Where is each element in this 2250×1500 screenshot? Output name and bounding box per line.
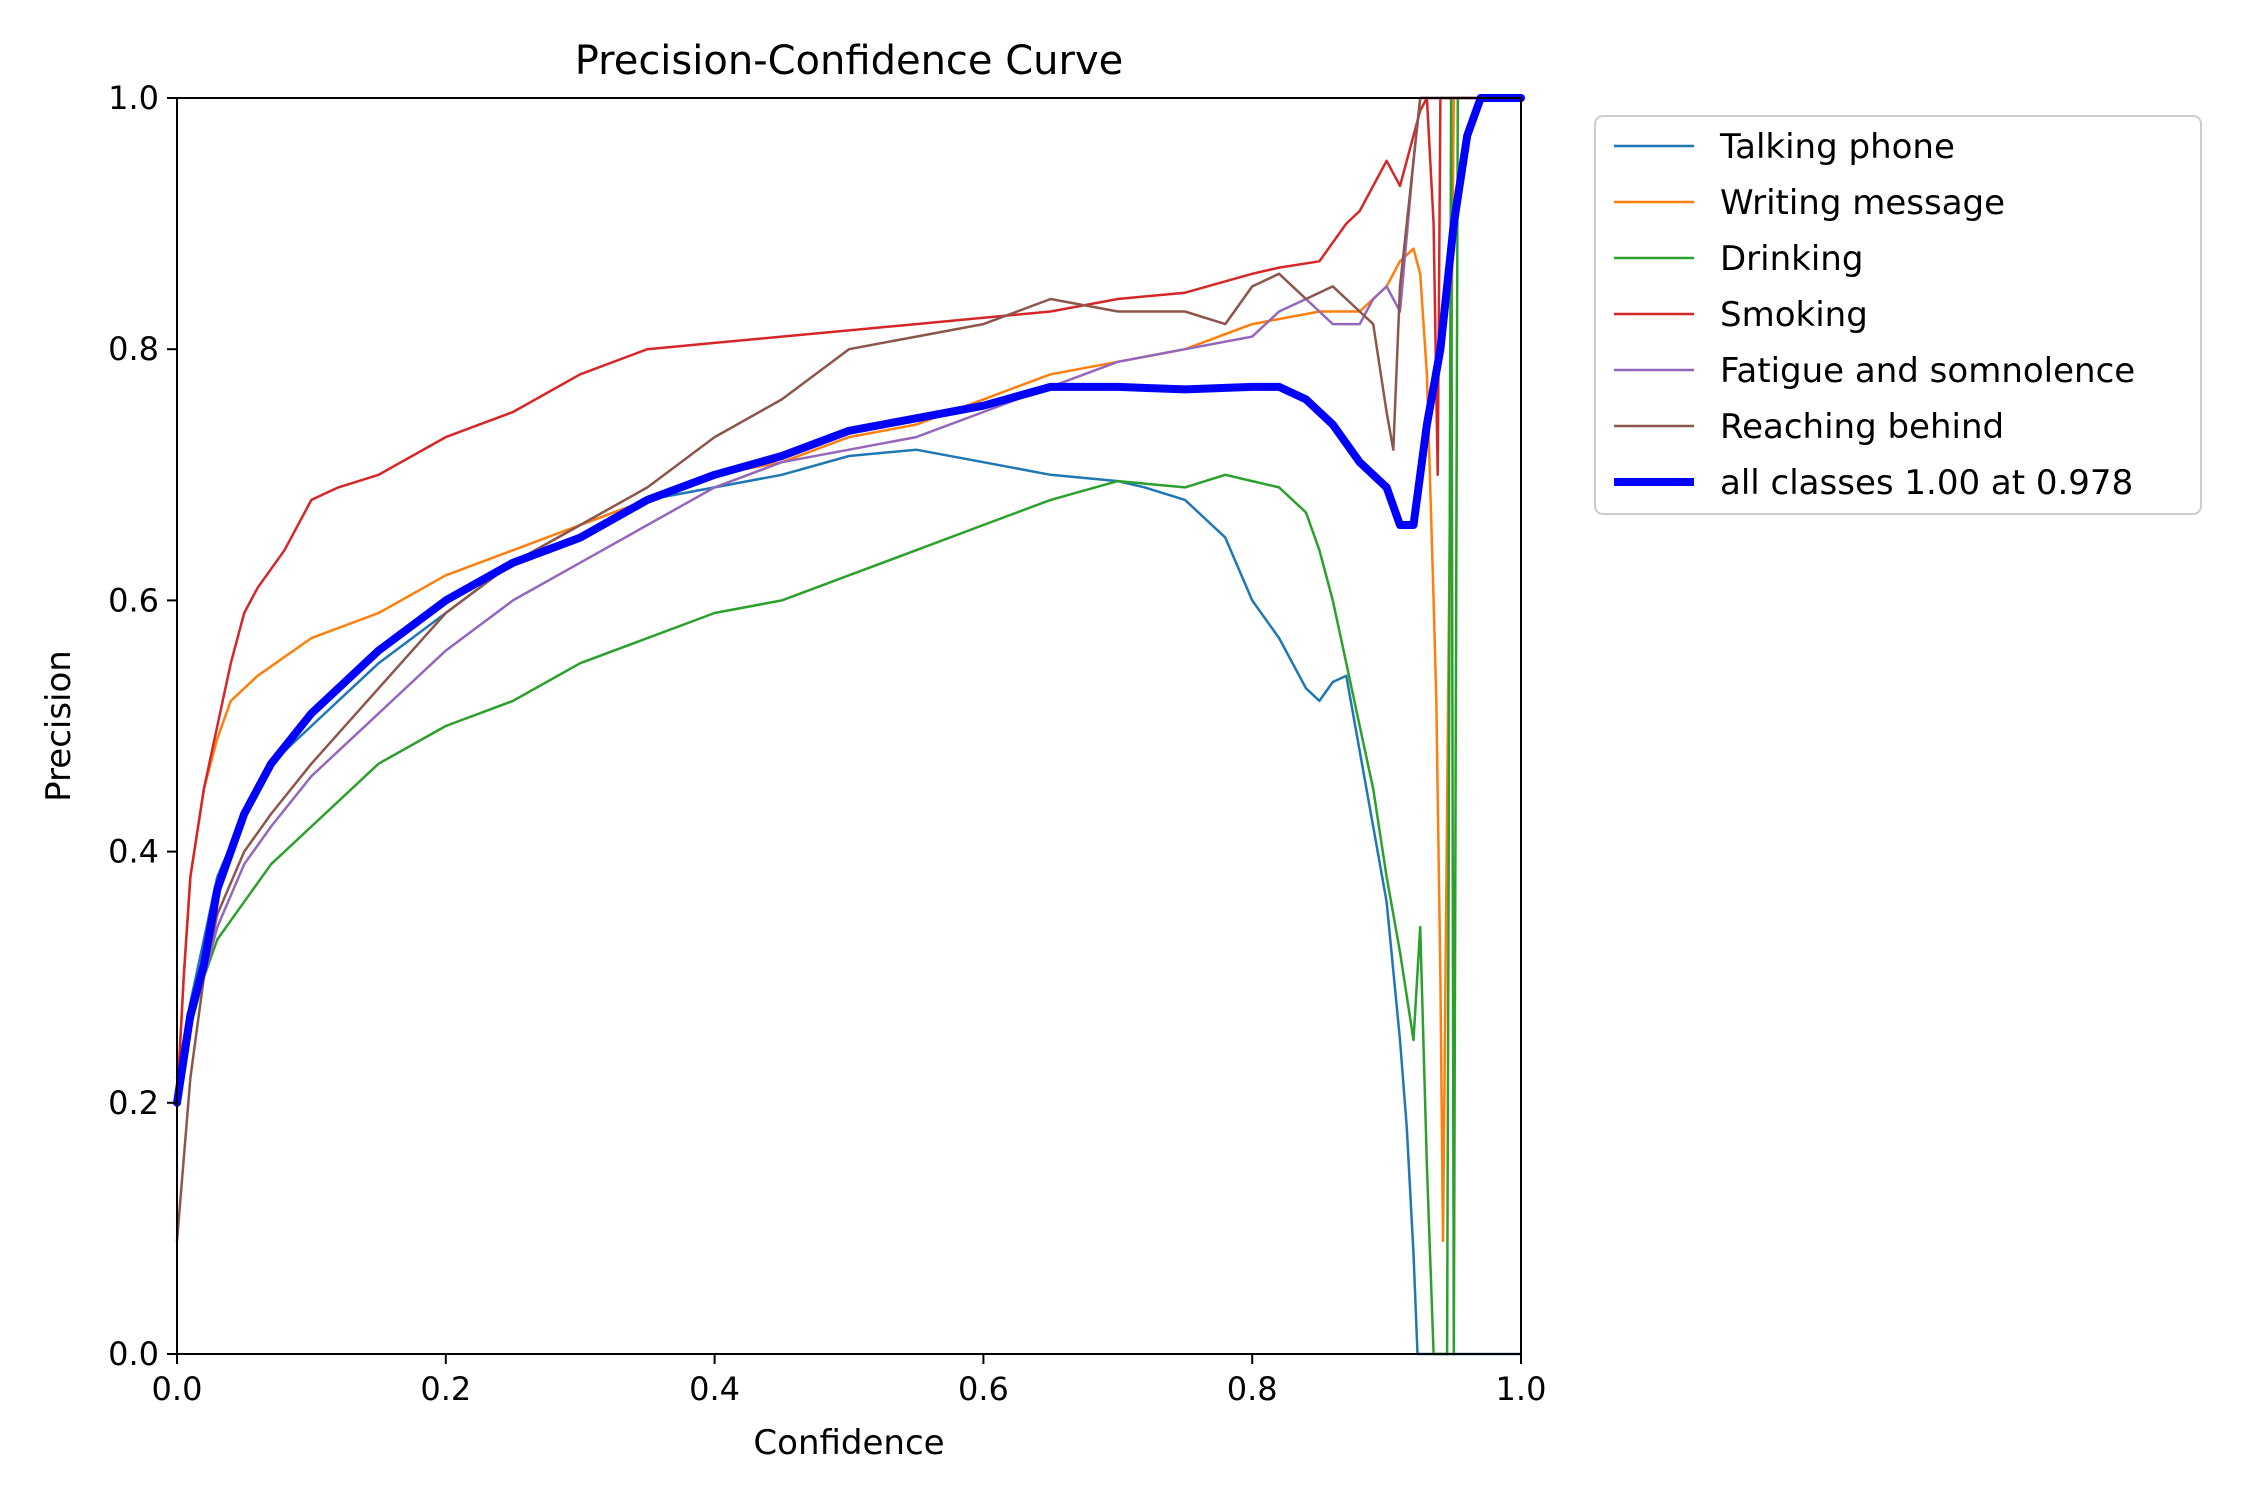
legend-label: all classes 1.00 at 0.978: [1720, 463, 2133, 503]
x-tick-label: 0.8: [1227, 1370, 1278, 1408]
legend-label: Fatigue and somnolence: [1720, 351, 2135, 391]
series-line-4: [175, 96, 1523, 1105]
y-tick-label: 1.0: [108, 79, 159, 117]
x-tick-label: 0.6: [958, 1370, 1009, 1408]
x-axis: 0.0 0.2 0.4 0.6 0.8 1.0: [152, 1354, 1547, 1408]
x-axis-label: Confidence: [753, 1423, 944, 1463]
y-tick-label: 0.4: [108, 833, 159, 871]
legend-label: Smoking: [1720, 295, 1868, 335]
x-tick-label: 0.4: [689, 1370, 740, 1408]
legend-label: Writing message: [1720, 183, 2005, 223]
series-line-7: [173, 94, 1525, 1107]
series-line-6: [175, 96, 1523, 1243]
series-line-2: [175, 96, 1523, 1243]
y-tick-label: 0.0: [108, 1335, 159, 1373]
legend-label: Drinking: [1720, 239, 1863, 279]
y-axis-label: Precision: [39, 650, 79, 802]
series-line-5: [175, 96, 1523, 1105]
series-line-3: [175, 96, 1523, 1356]
plot-lines: [173, 94, 1525, 1356]
y-axis: 0.0 0.2 0.4 0.6 0.8 1.0: [108, 79, 177, 1373]
series-line-1: [175, 448, 1523, 1356]
x-tick-label: 0.0: [152, 1370, 203, 1408]
legend: Talking phone Writing message Drinking Smok…: [1594, 115, 2202, 515]
x-tick-label: 0.2: [420, 1370, 471, 1408]
y-tick-label: 0.8: [108, 330, 159, 368]
chart-title: Precision-Confidence Curve: [575, 38, 1124, 84]
y-tick-label: 0.6: [108, 581, 159, 619]
y-tick-label: 0.2: [108, 1084, 159, 1122]
plot-frame: [176, 97, 1522, 1355]
legend-label: Reaching behind: [1720, 407, 2004, 447]
legend-frame: [1594, 115, 2202, 515]
x-tick-label: 1.0: [1496, 1370, 1547, 1408]
legend-label: Talking phone: [1719, 127, 1955, 167]
